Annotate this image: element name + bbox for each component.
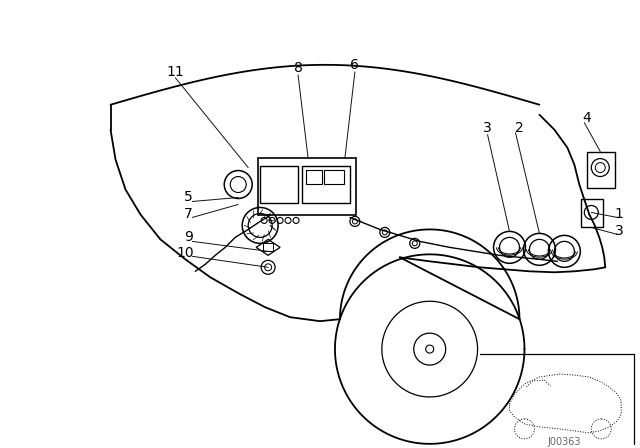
Text: 7: 7 [184,207,193,221]
Text: 3: 3 [615,224,623,238]
Bar [263,243,273,251]
Text: 5: 5 [184,190,193,204]
Text: 2: 2 [515,121,524,135]
Bar [581,199,604,228]
Bar [324,169,344,184]
Text: 4: 4 [582,111,591,125]
Text: 3: 3 [483,121,492,135]
Bar [258,158,356,215]
Text: 1: 1 [615,207,623,221]
Text: 9: 9 [184,230,193,245]
Bar [588,151,615,188]
Bar [302,166,350,203]
Text: 8: 8 [294,61,303,75]
Text: 6: 6 [351,58,359,72]
Text: 11: 11 [166,65,184,79]
Bar [260,166,298,203]
Bar [306,169,322,184]
Text: 10: 10 [177,246,194,260]
Text: J00363: J00363 [548,437,581,447]
